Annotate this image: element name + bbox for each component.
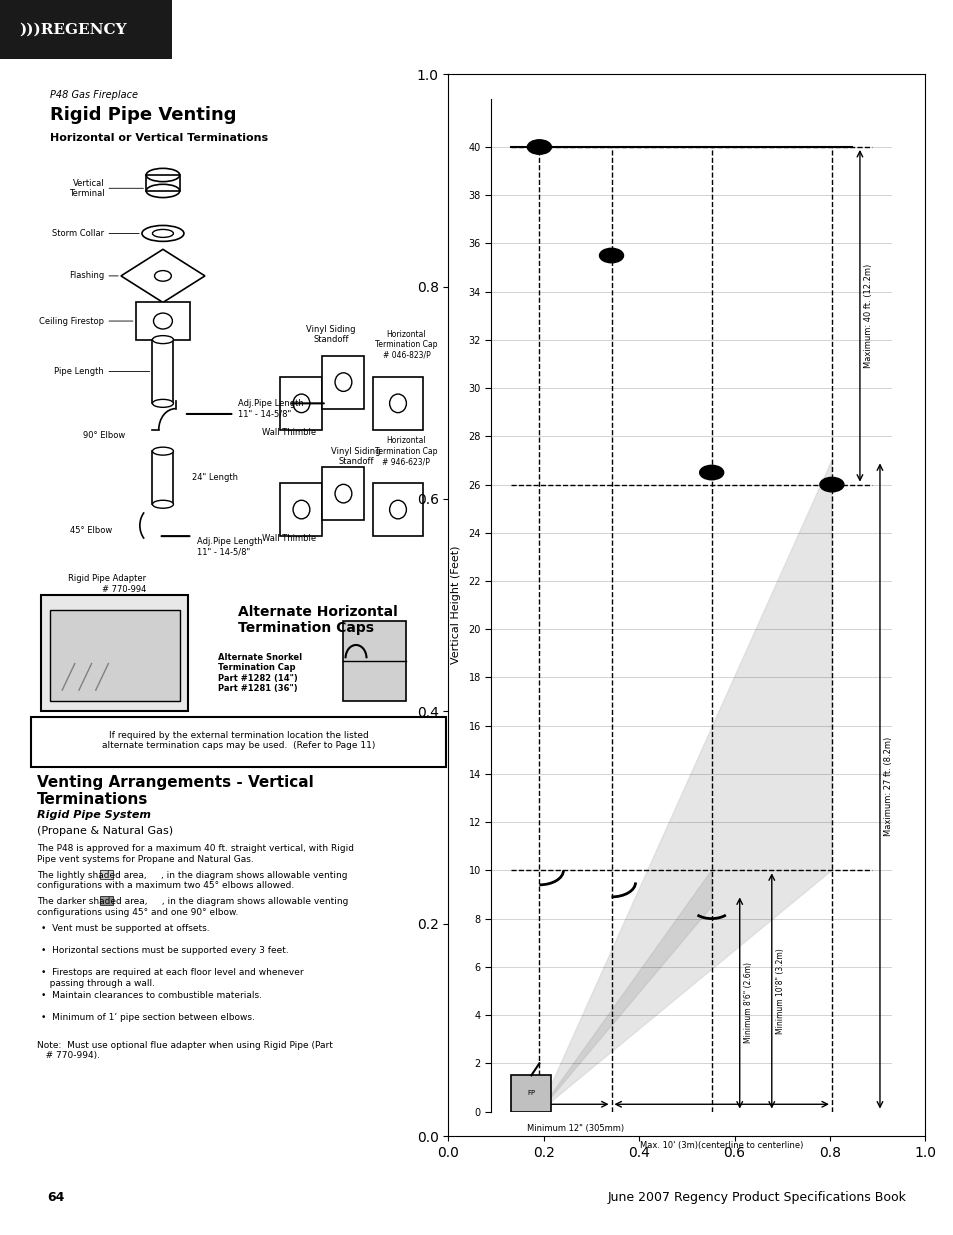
Bar [322,356,364,409]
Bar [152,451,173,504]
Polygon shape [538,871,711,1112]
Ellipse shape [152,399,173,408]
Text: Gas Fireplaces: Gas Fireplaces [385,20,568,40]
Bar [41,594,188,711]
Ellipse shape [293,500,310,519]
Bar [280,377,322,430]
Text: The lightly shaded area,     , in the diagram shows allowable venting
configurat: The lightly shaded area, , in the diagra… [37,871,347,890]
Ellipse shape [153,314,172,329]
Bar [100,869,112,878]
Bar [343,621,406,700]
Text: •  Vent must be supported at offsets.: • Vent must be supported at offsets. [41,924,210,932]
Bar [373,377,423,430]
Text: Rigid Pipe Venting: Rigid Pipe Venting [50,106,235,124]
Ellipse shape [335,484,352,503]
Text: 45° Elbow: 45° Elbow [71,526,112,535]
Bar [0,0,172,59]
Bar [100,897,112,905]
Text: Maximum: 40 ft. (12.2m): Maximum: 40 ft. (12.2m) [863,264,872,368]
Bar [135,303,190,340]
Y-axis label: Vertical Height (Feet): Vertical Height (Feet) [451,546,461,664]
Bar [322,467,364,520]
Text: Gas Fireplaces: Gas Fireplaces [8,583,16,652]
Text: Alternate Snorkel
Termination Cap
Part #1282 (14")
Part #1281 (36"): Alternate Snorkel Termination Cap Part #… [217,653,301,693]
Text: 90° Elbow: 90° Elbow [83,431,125,440]
Ellipse shape [152,230,173,237]
Text: 24" Length: 24" Length [193,473,238,482]
Text: •  Minimum of 1’ pipe section between elbows.: • Minimum of 1’ pipe section between elb… [41,1013,254,1023]
Text: Maximum: 27 ft. (8.2m): Maximum: 27 ft. (8.2m) [883,736,892,836]
Text: Flashing: Flashing [69,272,104,280]
Text: Horizontal
Termination Cap
# 946-623/P: Horizontal Termination Cap # 946-623/P [375,436,437,466]
Polygon shape [538,461,831,1112]
Text: 64: 64 [48,1192,65,1204]
Text: Horizontal
Termination Cap
# 046-823/P: Horizontal Termination Cap # 046-823/P [375,330,437,359]
Text: Venting Arrangements - Vertical
Terminations: Venting Arrangements - Vertical Terminat… [37,776,314,808]
Text: Rigid Pipe Adapter
# 770-994: Rigid Pipe Adapter # 770-994 [68,574,146,594]
Circle shape [699,466,723,479]
Text: •  Maintain clearances to combustible materials.: • Maintain clearances to combustible mat… [41,990,262,999]
Text: Note:  Must use optional flue adapter when using Rigid Pipe (Part
   # 770-994).: Note: Must use optional flue adapter whe… [37,1041,333,1060]
Text: Max. 10' (3m)(centerline to centerline): Max. 10' (3m)(centerline to centerline) [639,1141,802,1150]
Text: Wall Thimble: Wall Thimble [261,429,315,437]
Text: Wall Thimble: Wall Thimble [261,535,315,543]
Text: Adj.Pipe Length
11" - 14-5/8": Adj.Pipe Length 11" - 14-5/8" [238,399,304,419]
Circle shape [598,248,623,263]
Text: June 2007 Regency Product Specifications Book: June 2007 Regency Product Specifications… [607,1192,905,1204]
Bar [50,610,179,700]
FancyBboxPatch shape [30,716,446,767]
Text: (Propane & Natural Gas): (Propane & Natural Gas) [37,825,172,836]
Text: FP: FP [527,1091,535,1097]
Bar [511,1076,551,1112]
Text: •  Horizontal sections must be supported every 3 feet.: • Horizontal sections must be supported … [41,946,289,955]
Text: P48 Gas Fireplace: P48 Gas Fireplace [50,90,137,100]
Ellipse shape [293,394,310,412]
Text: Minimum 10'8" (3.2m): Minimum 10'8" (3.2m) [775,948,784,1034]
Text: Rigid Pipe System: Rigid Pipe System [37,810,151,820]
Text: Minimum 8'6" (2.6m): Minimum 8'6" (2.6m) [743,962,752,1044]
Text: Ceiling Firestop: Ceiling Firestop [39,316,104,326]
Ellipse shape [389,500,406,519]
Ellipse shape [152,500,173,509]
Text: Minimum 12" (305mm): Minimum 12" (305mm) [526,1124,623,1132]
Ellipse shape [154,270,172,282]
Ellipse shape [152,447,173,456]
Text: Vertical
Terminal: Vertical Terminal [69,179,104,198]
Text: •  Firestops are required at each floor level and whenever
   passing through a : • Firestops are required at each floor l… [41,968,303,988]
Text: Horizontal or Vertical Terminations: Horizontal or Vertical Terminations [50,132,268,142]
Text: If required by the external termination location the listed
alternate terminatio: If required by the external termination … [102,731,375,751]
Bar [373,483,423,536]
Text: Pipe Length: Pipe Length [54,367,104,375]
Text: The darker shaded area,     , in the diagram shows allowable venting
configurati: The darker shaded area, , in the diagram… [37,897,348,916]
Text: Storm Collar: Storm Collar [52,228,104,238]
Text: Vinyl Siding
Standoff: Vinyl Siding Standoff [331,447,380,466]
Text: Alternate Horizontal
Termination Caps: Alternate Horizontal Termination Caps [238,605,397,635]
Text: )))REGENCY: )))REGENCY [19,22,127,37]
Ellipse shape [152,336,173,343]
Bar [152,340,173,404]
Bar [146,175,179,191]
Ellipse shape [389,394,406,412]
Text: Vinyl Siding
Standoff: Vinyl Siding Standoff [306,325,355,345]
Ellipse shape [335,373,352,391]
Circle shape [819,478,843,492]
Text: Adj.Pipe Length
11" - 14-5/8": Adj.Pipe Length 11" - 14-5/8" [196,537,262,557]
Text: The P48 is approved for a maximum 40 ft. straight vertical, with Rigid
Pipe vent: The P48 is approved for a maximum 40 ft.… [37,845,354,863]
Bar [280,483,322,536]
Circle shape [527,140,551,154]
Polygon shape [121,249,205,303]
